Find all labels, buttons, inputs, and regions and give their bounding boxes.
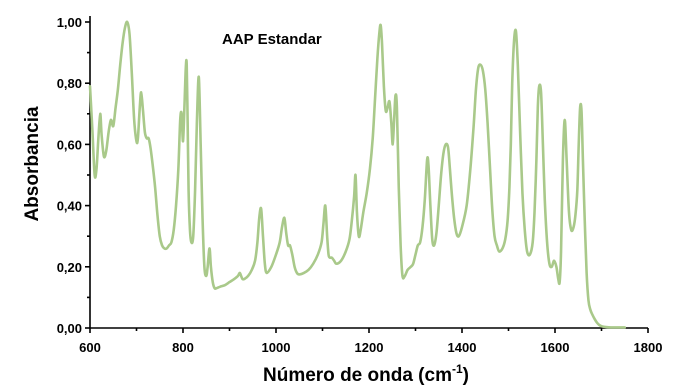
x-tick-label: 1000 [262,340,291,355]
x-tick-label: 1800 [634,340,663,355]
x-axis-title: Número de onda (cm-1) [263,362,469,386]
x-axis: 600 800 1000 1200 1400 1600 1800 [79,328,662,355]
x-axis-title-superscript: -1 [452,362,463,376]
y-tick-label: 0,80 [57,76,82,91]
y-axis: 0,00 0,20 0,40 0,60 0,80 1,00 [57,15,90,336]
y-tick-label: 1,00 [57,15,82,30]
chart-annotation: AAP Estandar [222,31,322,48]
y-tick-label: 0,20 [57,260,82,275]
y-tick-label: 0,60 [57,137,82,152]
x-tick-label: 1600 [541,340,570,355]
x-tick-label: 600 [79,340,101,355]
x-axis-title-end: ) [463,365,469,386]
y-tick-label: 0,00 [57,321,82,336]
y-axis-title: Absorbancia [22,106,43,222]
x-tick-label: 1200 [355,340,384,355]
spectrum-line [90,22,625,328]
x-tick-label: 1400 [448,340,477,355]
x-tick-label: 800 [172,340,194,355]
x-axis-title-main: Número de onda (cm [263,365,452,386]
y-tick-label: 0,40 [57,199,82,214]
